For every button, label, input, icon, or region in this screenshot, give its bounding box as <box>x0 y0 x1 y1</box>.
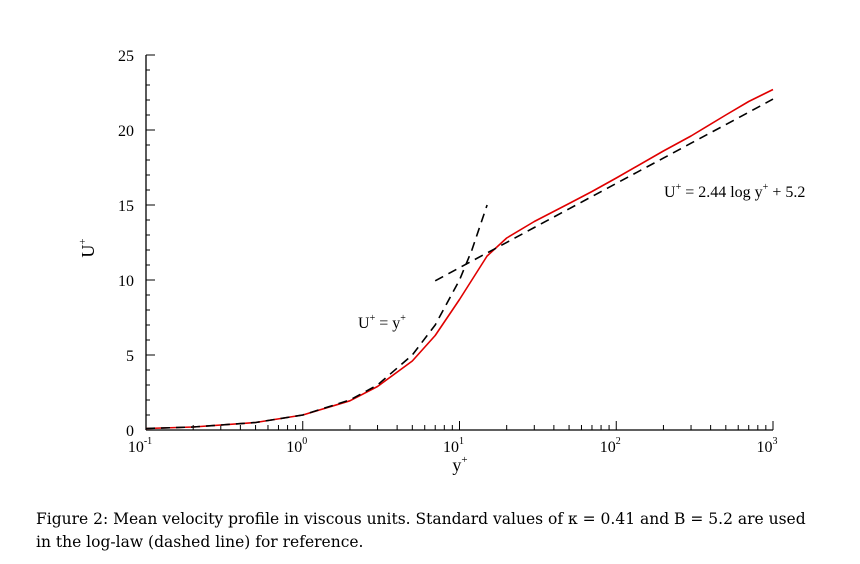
viscous-label-sup2: + <box>400 313 406 324</box>
x-tick-exp: 2 <box>616 436 621 447</box>
y-tick-label: 20 <box>118 123 134 140</box>
x-tick-label: 100 <box>286 436 307 456</box>
y-tick-label: 5 <box>126 348 134 365</box>
x-axis-title: y+ <box>452 454 467 475</box>
y-axis-title-main: U <box>78 245 98 258</box>
figure-caption: Figure 2: Mean velocity profile in visco… <box>36 508 836 554</box>
viscous-label-mid: = y <box>375 315 400 332</box>
log-law-label: U+ = 2.44 log y+ + 5.2 <box>664 182 805 201</box>
loglaw-label-mid: = 2.44 log y <box>681 184 762 201</box>
viscous-label-sup1: + <box>370 313 376 324</box>
x-tick-exp: 0 <box>302 436 307 447</box>
x-tick-exp: -1 <box>144 436 152 447</box>
y-tick-label: 10 <box>118 273 134 290</box>
loglaw-label-sup1: + <box>676 182 682 193</box>
x-tick-label: 101 <box>443 436 464 456</box>
y-tick-label: 25 <box>118 48 134 65</box>
dns-velocity-profile-line <box>145 88 774 430</box>
viscous-sublayer-line <box>145 204 488 430</box>
x-axis-title-sup: + <box>461 454 467 466</box>
x-tick-base: 10 <box>443 439 459 456</box>
viscous-label-main: U <box>358 315 370 332</box>
chart-series <box>145 88 774 430</box>
y-axis-title: U+ <box>77 238 98 257</box>
y-tick-label: 15 <box>118 198 134 215</box>
viscous-sublayer-label: U+ = y+ <box>358 313 406 332</box>
x-tick-label: 10-1 <box>128 436 152 456</box>
loglaw-label-sup2: + <box>763 182 769 193</box>
y-tick-label: 0 <box>126 423 134 440</box>
x-tick-base: 10 <box>600 439 616 456</box>
x-tick-exp: 3 <box>773 436 778 447</box>
y-axis-title-sup: + <box>77 238 89 244</box>
axis-ticks <box>145 54 774 431</box>
x-tick-label: 102 <box>600 436 621 456</box>
x-tick-base: 10 <box>128 439 144 456</box>
x-tick-base: 10 <box>286 439 302 456</box>
x-axis-title-main: y <box>452 455 461 475</box>
x-tick-base: 10 <box>757 439 773 456</box>
loglaw-label-main: U <box>664 184 676 201</box>
loglaw-label-tail: + 5.2 <box>768 184 805 201</box>
x-tick-exp: 1 <box>459 436 464 447</box>
caption-line-1: Figure 2: Mean velocity profile in visco… <box>36 510 806 528</box>
x-tick-label: 103 <box>757 436 778 456</box>
caption-line-2: in the log-law (dashed line) for referen… <box>36 533 364 551</box>
